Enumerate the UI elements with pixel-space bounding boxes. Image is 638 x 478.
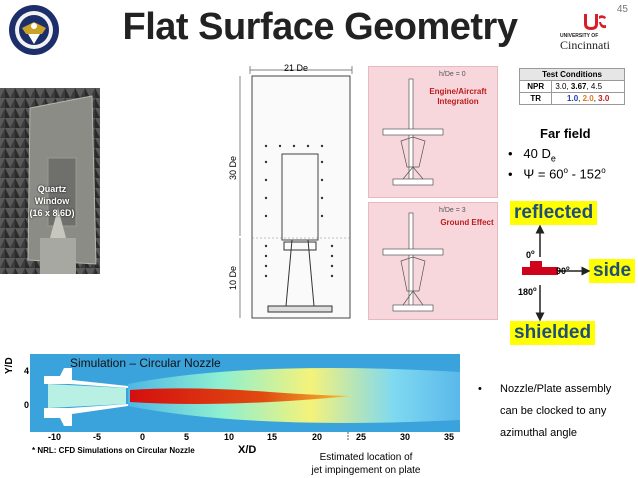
degree-sup: o [601,166,606,175]
engine-integration-diagram [382,78,444,186]
slide-title: Flat Surface Geometry [122,6,518,48]
npr-label: NPR [518,80,553,93]
uc-name: Cincinnati [560,38,610,52]
nozzle-bullet-line: can be clocked to any [500,405,607,417]
config-panel-ground-effect: h/De = 3 Ground Effect [368,202,498,320]
x-tick: 0 [140,432,146,442]
x-tick: -10 [48,432,62,442]
panel-caption-line: Engine/Aircraft [429,87,487,96]
page-number: 45 [616,4,628,15]
bullet-subscript: e [550,153,556,164]
x-tick: 5 [184,432,190,442]
photo-label-line: (16 x 8.6D) [29,208,75,218]
x-tick: 35 [444,432,455,442]
ground-effect-diagram [382,212,444,312]
anechoic-chamber-photo [0,88,100,274]
panel-caption: Ground Effect [440,218,494,227]
drawing-bottom-label: 10 De [228,265,238,290]
panel-header: h/De = 0 [439,71,466,78]
npr-value-bold: 3.67 [570,82,587,91]
impingement-label: Estimated location of jet impingement on… [296,451,436,477]
drawing-width-label: 21 De [284,63,309,73]
degree-sup: o [563,166,568,175]
test-conditions-title: Test Conditions [519,68,625,81]
far-field-bullet-angle: • Ψ = 60o - 152o [508,166,606,182]
cfd-simulation-plot [30,354,460,440]
panel-caption: Engine/Aircraft Integration [419,87,497,107]
side-label: side [589,259,636,283]
bullet-dot: • [478,383,482,395]
tr-value-2: 2.0 [582,94,594,103]
simulation-y-axis-label: Y/D [4,357,15,374]
tr-values: 1.0, 2.0, 3.0 [551,92,625,105]
x-tick: 30 [400,432,411,442]
plate-drawing [239,66,353,319]
bullet-text: 40 D [523,146,551,161]
tr-label: TR [518,92,553,105]
reflected-label: reflected [510,201,598,225]
tr-sep: , [593,94,599,103]
y-tick: 4 [24,366,30,376]
config-panel-engine-integration: h/De = 0 Engine/Aircraft Integration [368,66,498,198]
impingement-line: Estimated location of [319,452,413,463]
panel-header: h/De = 3 [439,207,466,214]
npr-value: , 4.5 [586,82,603,91]
test-conditions-table: Test Conditions NPR 3.0, 3.67, 4.5 TR 1.… [518,68,625,105]
uc-mark-icon [584,14,606,30]
x-tick: -5 [93,432,102,442]
nozzle-bullet: • Nozzle/Plate assembly can be clocked t… [478,378,634,444]
impingement-line: jet impingement on plate [311,465,421,476]
y-tick: 0 [24,400,30,410]
photo-label-line: Window [34,196,70,206]
simulation-title: Simulation – Circular Nozzle [70,356,221,370]
photo-label-line: Quartz [37,184,67,194]
x-tick: 25 [356,432,367,442]
orientation-diagram [522,225,590,322]
far-field-title: Far field [540,126,591,141]
angle-0-label: 0o [526,250,535,260]
npr-value: 3.0, [555,82,571,91]
bullet-text: - 152 [567,166,602,182]
x-tick: 10 [224,432,235,442]
simulation-note: * NRL: CFD Simulations on Circular Nozzl… [32,446,195,455]
angle-90-label: 90o [556,266,570,276]
angle-180-label: 180o [518,287,537,297]
npr-values: 3.0, 3.67, 4.5 [551,80,625,93]
panel-caption-line: Integration [437,97,479,106]
x-tick: 20 [312,432,323,442]
tr-sep: , [578,94,583,103]
tr-value-3: 3.0 [598,94,610,103]
far-field-bullet-distance: • 40 De [508,146,556,164]
uc-university-of: UNIVERSITY OF [560,33,599,39]
tr-value-1: 1.0 [567,94,579,103]
navy-seal-logo [9,5,59,55]
drawing-height-label: 30 De [228,155,238,180]
bullet-text: Ψ = 60 [523,166,564,182]
uc-logo: UNIVERSITY OF Cincinnati [560,14,630,52]
nozzle-bullet-line: Nozzle/Plate assembly [500,383,612,395]
quartz-window-label: Quartz Window (16 x 8.6D) [22,183,82,219]
nozzle-bullet-line: azimuthal angle [500,427,578,439]
x-tick: 15 [267,432,278,442]
shielded-label: shielded [510,321,596,345]
simulation-x-axis-label: X/D [238,444,257,456]
